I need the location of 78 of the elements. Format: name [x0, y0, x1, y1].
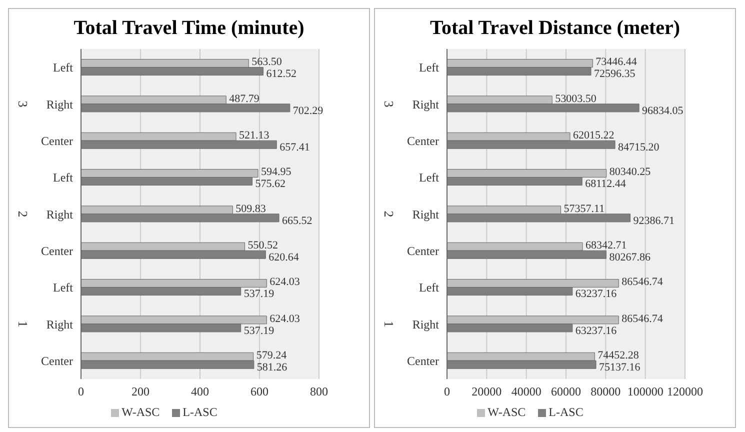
data-label: 74452.28: [598, 350, 640, 362]
data-label: 537.19: [244, 288, 275, 300]
text: 3: [382, 100, 396, 108]
data-label: 563.50: [252, 56, 282, 68]
data-label: 594.95: [261, 166, 292, 178]
x-tick-label: 0: [78, 384, 84, 399]
data-label: 75137.16: [599, 362, 641, 374]
data-label: 53003.50: [555, 92, 597, 105]
data-label: 86546.74: [622, 312, 664, 325]
y-tick-label: Center: [41, 354, 73, 368]
text: 2: [16, 210, 30, 218]
data-label: 620.64: [268, 252, 300, 264]
x-tick-label: 120000: [667, 384, 703, 399]
data-label: 612.52: [266, 68, 296, 80]
data-label: 62015.22: [572, 130, 614, 142]
y-tick-label: Center: [41, 244, 73, 258]
x-tick-label: 40000: [511, 384, 542, 399]
text: 1: [16, 320, 30, 328]
x-tick-label: 200: [132, 384, 150, 399]
x-tick-label: 80000: [590, 384, 621, 399]
text: 2: [382, 210, 396, 218]
data-label: 521.13: [239, 130, 270, 142]
data-label: 72596.35: [594, 68, 636, 80]
y-tick-label: Right: [46, 207, 74, 222]
data-label: 537.19: [244, 324, 275, 337]
x-tick-label: 600: [250, 384, 268, 399]
data-label: 624.03: [270, 276, 300, 288]
y-tick-label: Left: [53, 60, 74, 75]
y-tick-label: Center: [407, 134, 439, 148]
y-tick-label: Center: [407, 354, 439, 368]
y-tick-label: Center: [407, 244, 439, 258]
y-tick-label: Left: [419, 170, 440, 185]
data-label: 63237.16: [575, 288, 618, 300]
data-label: 665.52: [282, 214, 312, 227]
data-label: 84715.20: [618, 142, 660, 154]
x-tick-label: 20000: [472, 384, 502, 399]
data-label: 73446.44: [596, 56, 638, 68]
y-tick-label: Left: [53, 280, 74, 295]
y-tick-label: Right: [46, 97, 74, 112]
data-label: 80340.25: [609, 166, 652, 178]
data-label: 575.62: [255, 178, 286, 190]
chart-title: Total Travel Distance (meter): [428, 17, 682, 41]
legend-label: L-ASC: [182, 405, 218, 420]
y-tick-label: Right: [412, 97, 440, 112]
y-tick-label: Center: [41, 134, 73, 148]
y-tick-label: Left: [419, 60, 440, 75]
data-label: 92386.71: [633, 214, 674, 227]
x-tick-label: 60000: [551, 384, 581, 399]
data-label: 624.03: [270, 312, 300, 325]
text: 3: [16, 100, 30, 108]
y-tick-label: Left: [53, 170, 74, 185]
data-label: 68112.44: [585, 178, 626, 190]
x-tick-label: 800: [310, 384, 328, 399]
data-label: 96834.05: [642, 104, 684, 117]
data-label: 80267.86: [609, 252, 651, 264]
text: 1: [382, 320, 396, 328]
data-label: 581.26: [256, 362, 288, 374]
y-tick-label: Right: [46, 317, 74, 332]
data-label: 550.52: [248, 240, 278, 252]
chart-title: Total Travel Time (minute): [72, 17, 306, 41]
x-tick-label: 400: [191, 384, 209, 399]
x-tick-label: 100000: [627, 384, 664, 399]
data-label: 657.41: [280, 142, 310, 154]
data-label: 579.24: [256, 350, 288, 362]
legend-label: L-ASC: [548, 405, 584, 420]
y-tick-label: Right: [412, 317, 440, 332]
y-tick-label: Left: [419, 280, 440, 295]
data-label: 86546.74: [622, 276, 664, 288]
data-label: 487.79: [229, 92, 260, 105]
data-label: 68342.71: [586, 240, 627, 252]
x-tick-label: 0: [444, 384, 450, 399]
data-label: 702.29: [292, 104, 324, 117]
data-label: 63237.16: [575, 324, 618, 337]
legend-label: W-ASC: [486, 405, 526, 420]
y-tick-label: Right: [412, 207, 440, 222]
data-label: 57357.11: [564, 202, 605, 215]
legend-label: W-ASC: [120, 405, 160, 420]
data-label: 509.83: [236, 202, 266, 215]
